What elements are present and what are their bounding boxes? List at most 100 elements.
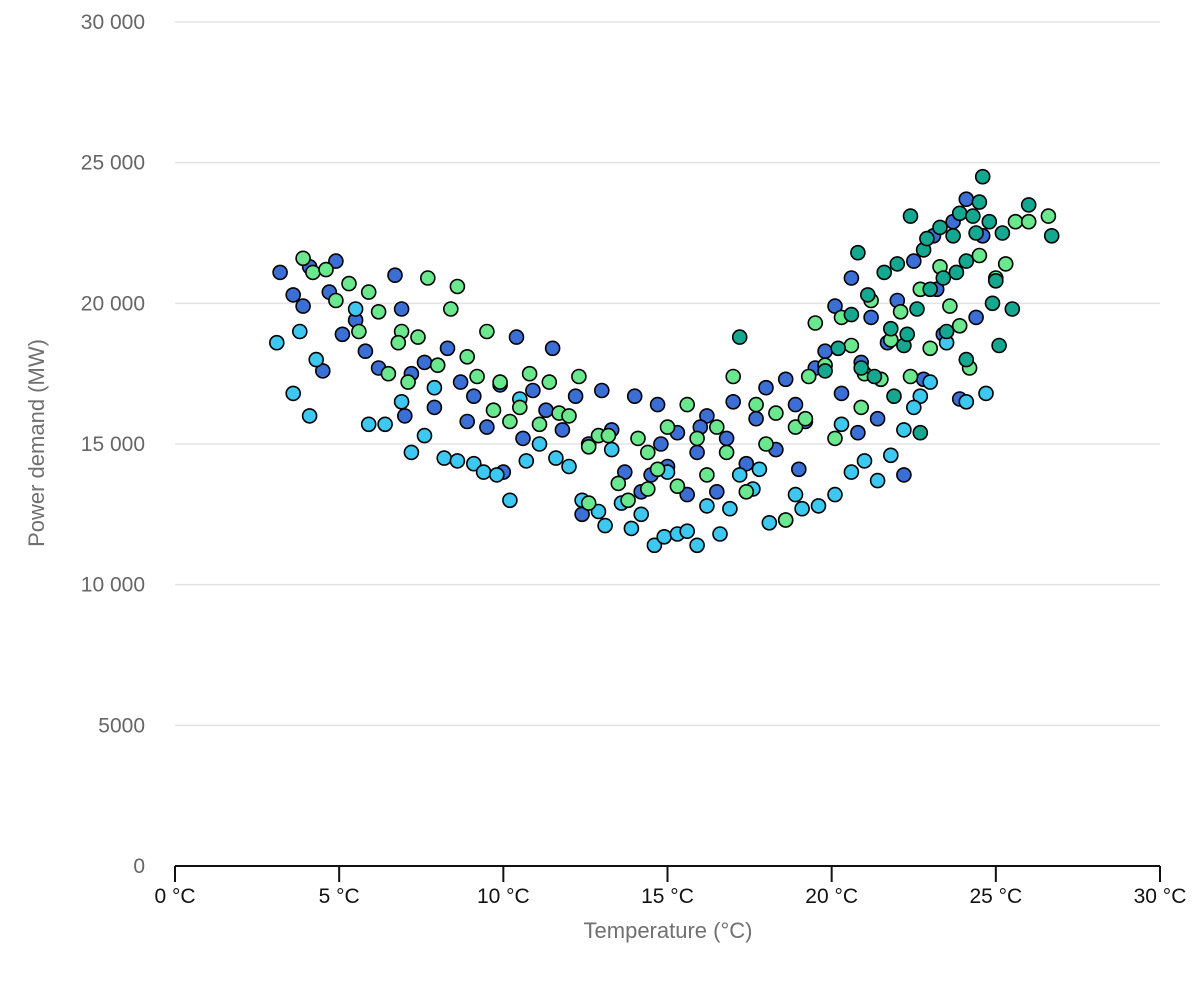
data-point [416, 427, 433, 444]
data-point [544, 340, 561, 357]
data-point [649, 396, 666, 413]
data-point [679, 523, 696, 540]
data-point [971, 194, 988, 210]
data-point [603, 441, 620, 458]
data-point [449, 453, 466, 469]
data-point [1043, 228, 1060, 244]
data-point [403, 444, 420, 461]
data-point [987, 272, 1004, 289]
data-point [268, 334, 285, 351]
data-point [465, 388, 482, 405]
data-point [748, 410, 764, 427]
data-point [958, 393, 975, 410]
x-tick-label: 10 °C [477, 885, 530, 908]
data-point [285, 385, 302, 402]
y-tick-label: 5000 [98, 714, 145, 737]
data-point [725, 393, 742, 410]
data-point [817, 343, 833, 360]
data-point [751, 461, 768, 478]
data-point [807, 315, 824, 331]
data-point [610, 475, 627, 492]
data-point [876, 264, 893, 281]
data-point [328, 292, 344, 309]
data-point [800, 368, 817, 385]
data-point [777, 371, 794, 388]
data-point [859, 287, 876, 303]
data-point [889, 256, 906, 272]
y-tick-label: 30 000 [81, 11, 145, 34]
data-point [285, 287, 302, 303]
data-point [689, 430, 705, 447]
data-point [833, 416, 850, 433]
data-point [833, 385, 850, 402]
data-point [932, 219, 948, 236]
data-point [905, 253, 922, 269]
data-point [295, 298, 311, 314]
y-axis-title: Power demand (MW) [24, 339, 49, 547]
data-point [738, 455, 755, 472]
data-point [731, 467, 748, 483]
data-point [863, 309, 879, 326]
data-point [843, 464, 860, 480]
data-point [419, 270, 436, 286]
data-point [899, 326, 916, 343]
series-1 [272, 191, 991, 523]
data-point [459, 413, 476, 430]
data-point [561, 408, 577, 424]
data-point [817, 363, 833, 379]
data-point [882, 447, 899, 464]
data-point [426, 399, 443, 416]
x-axis-title: Temperature (°C) [584, 918, 753, 943]
y-tick-label: 25 000 [81, 152, 145, 175]
data-point [896, 422, 912, 438]
data-point [853, 399, 870, 416]
data-point [459, 348, 476, 365]
data-point [948, 264, 965, 281]
data-point [531, 436, 548, 452]
data-point [699, 498, 715, 514]
data-point [301, 408, 318, 424]
data-point [787, 419, 804, 435]
data-point [439, 340, 456, 357]
data-point [600, 427, 617, 444]
data-point [291, 323, 308, 340]
data-point [902, 368, 919, 385]
data-point [469, 368, 485, 385]
data-point [485, 402, 502, 419]
data-point [449, 278, 466, 295]
data-point [830, 340, 847, 357]
data-point [984, 295, 1001, 312]
data-point [442, 301, 459, 317]
data-point [351, 323, 367, 340]
data-point [370, 303, 387, 320]
data-point [922, 281, 939, 298]
data-point [896, 467, 912, 483]
data-point [314, 363, 331, 379]
data-point [909, 301, 925, 317]
data-point [295, 250, 311, 267]
data-point [689, 537, 705, 554]
data-point [912, 424, 929, 441]
data-point [400, 374, 416, 390]
data-point [935, 270, 952, 286]
data-point [843, 337, 860, 354]
data-point [656, 528, 673, 545]
data-point [882, 320, 899, 337]
data-point [639, 444, 656, 461]
data-point [396, 408, 413, 424]
data-point [597, 517, 613, 534]
data-point [380, 365, 397, 382]
data-point [827, 430, 843, 447]
data-point [511, 399, 528, 416]
data-point [347, 301, 364, 317]
data-point [699, 467, 715, 483]
data-point [708, 483, 725, 500]
data-point [768, 405, 784, 421]
data-point [633, 506, 650, 523]
data-point [919, 230, 935, 247]
data-point [580, 495, 597, 511]
data-point [787, 396, 804, 413]
axes: 0 5000 10 000 15 000 20 000 25 000 30 000 0 °C 5… [81, 11, 1187, 908]
data-point [475, 464, 492, 480]
data-point [712, 526, 728, 542]
